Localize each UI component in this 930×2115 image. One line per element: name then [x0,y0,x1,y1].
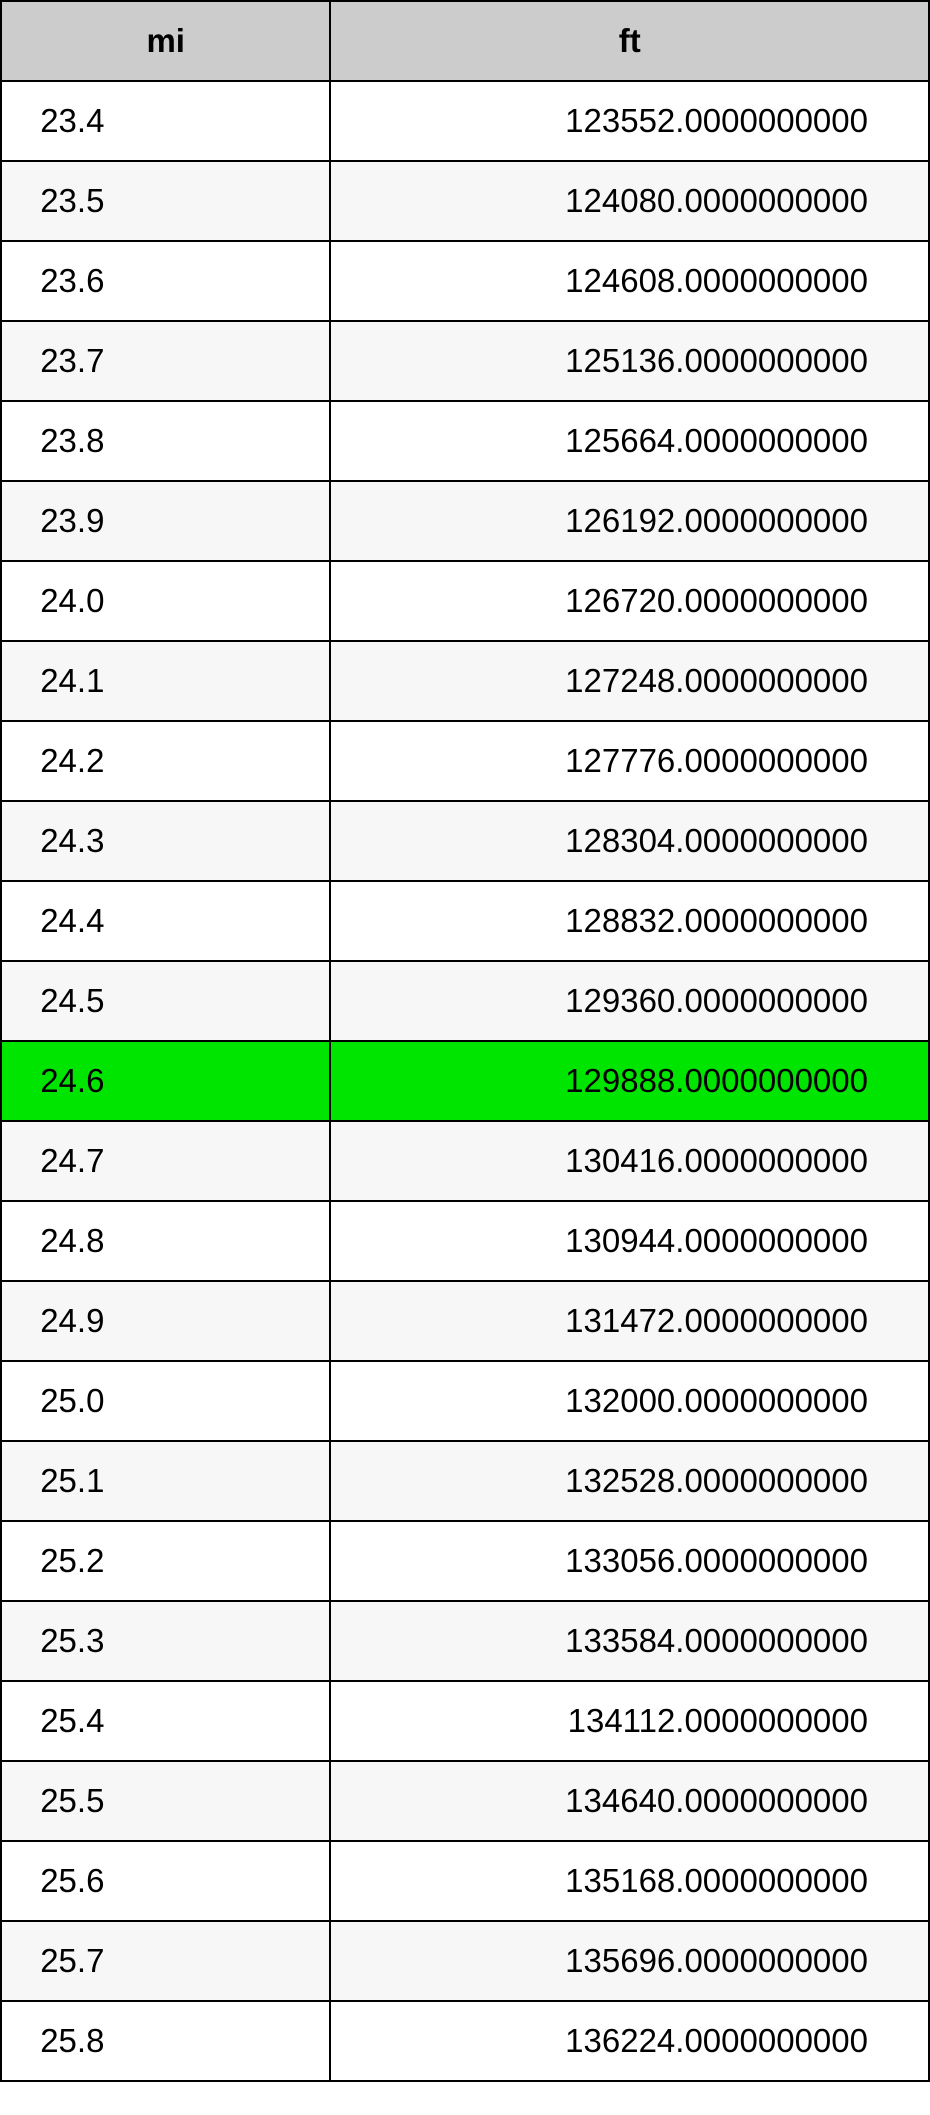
cell-mi: 25.3 [1,1601,330,1681]
table-row: 25.2133056.0000000000 [1,1521,929,1601]
cell-ft: 128832.0000000000 [330,881,929,961]
cell-ft: 128304.0000000000 [330,801,929,881]
cell-mi: 25.6 [1,1841,330,1921]
cell-ft: 126192.0000000000 [330,481,929,561]
cell-mi: 25.8 [1,2001,330,2081]
cell-mi: 25.5 [1,1761,330,1841]
table-row: 24.7130416.0000000000 [1,1121,929,1201]
cell-mi: 24.7 [1,1121,330,1201]
cell-ft: 135696.0000000000 [330,1921,929,2001]
cell-ft: 123552.0000000000 [330,81,929,161]
cell-ft: 129360.0000000000 [330,961,929,1041]
cell-mi: 24.4 [1,881,330,961]
table-row: 24.1127248.0000000000 [1,641,929,721]
cell-ft: 125664.0000000000 [330,401,929,481]
table-row: 25.3133584.0000000000 [1,1601,929,1681]
cell-ft: 135168.0000000000 [330,1841,929,1921]
table-row: 23.9126192.0000000000 [1,481,929,561]
table-body: 23.4123552.000000000023.5124080.00000000… [1,81,929,2081]
cell-ft: 127248.0000000000 [330,641,929,721]
cell-mi: 23.6 [1,241,330,321]
table-row: 23.7125136.0000000000 [1,321,929,401]
cell-ft: 126720.0000000000 [330,561,929,641]
table-row: 25.1132528.0000000000 [1,1441,929,1521]
cell-mi: 23.7 [1,321,330,401]
cell-mi: 25.0 [1,1361,330,1441]
column-header-mi: mi [1,1,330,81]
table-row: 25.4134112.0000000000 [1,1681,929,1761]
table-row: 25.0132000.0000000000 [1,1361,929,1441]
cell-mi: 24.0 [1,561,330,641]
cell-mi: 23.9 [1,481,330,561]
table-row: 24.0126720.0000000000 [1,561,929,641]
table-row: 24.2127776.0000000000 [1,721,929,801]
cell-mi: 24.5 [1,961,330,1041]
cell-mi: 23.4 [1,81,330,161]
table-row: 23.6124608.0000000000 [1,241,929,321]
cell-ft: 134640.0000000000 [330,1761,929,1841]
cell-ft: 133056.0000000000 [330,1521,929,1601]
table-row: 23.5124080.0000000000 [1,161,929,241]
table-header-row: mi ft [1,1,929,81]
column-header-ft: ft [330,1,929,81]
cell-mi: 24.1 [1,641,330,721]
table-row: 25.7135696.0000000000 [1,1921,929,2001]
table-row: 24.5129360.0000000000 [1,961,929,1041]
cell-mi: 25.4 [1,1681,330,1761]
table-row: 24.3128304.0000000000 [1,801,929,881]
cell-ft: 124608.0000000000 [330,241,929,321]
cell-ft: 124080.0000000000 [330,161,929,241]
table-row: 23.4123552.0000000000 [1,81,929,161]
table-row: 25.6135168.0000000000 [1,1841,929,1921]
cell-ft: 133584.0000000000 [330,1601,929,1681]
table-row: 24.8130944.0000000000 [1,1201,929,1281]
cell-mi: 24.8 [1,1201,330,1281]
cell-mi: 25.1 [1,1441,330,1521]
table-row: 23.8125664.0000000000 [1,401,929,481]
cell-ft: 130416.0000000000 [330,1121,929,1201]
cell-ft: 131472.0000000000 [330,1281,929,1361]
cell-mi: 25.7 [1,1921,330,2001]
conversion-table: mi ft 23.4123552.000000000023.5124080.00… [0,0,930,2082]
cell-ft: 134112.0000000000 [330,1681,929,1761]
cell-ft: 129888.0000000000 [330,1041,929,1121]
cell-ft: 132528.0000000000 [330,1441,929,1521]
table-row: 24.6129888.0000000000 [1,1041,929,1121]
table-row: 24.9131472.0000000000 [1,1281,929,1361]
cell-mi: 24.9 [1,1281,330,1361]
table-row: 24.4128832.0000000000 [1,881,929,961]
cell-mi: 24.3 [1,801,330,881]
cell-mi: 24.6 [1,1041,330,1121]
cell-mi: 25.2 [1,1521,330,1601]
cell-ft: 132000.0000000000 [330,1361,929,1441]
table-row: 25.8136224.0000000000 [1,2001,929,2081]
table-row: 25.5134640.0000000000 [1,1761,929,1841]
cell-ft: 130944.0000000000 [330,1201,929,1281]
cell-mi: 24.2 [1,721,330,801]
cell-mi: 23.8 [1,401,330,481]
cell-mi: 23.5 [1,161,330,241]
cell-ft: 125136.0000000000 [330,321,929,401]
cell-ft: 127776.0000000000 [330,721,929,801]
cell-ft: 136224.0000000000 [330,2001,929,2081]
